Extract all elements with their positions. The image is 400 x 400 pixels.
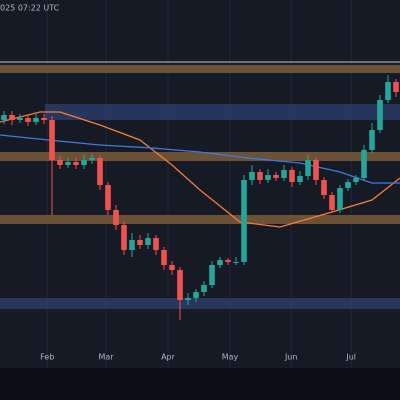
- candle-body: [241, 180, 247, 262]
- candle-body: [185, 298, 191, 300]
- candle-body: [257, 172, 263, 180]
- candle-body: [161, 250, 167, 265]
- candle-body: [193, 292, 199, 298]
- candle-body: [1, 115, 7, 120]
- candle-body: [393, 82, 399, 92]
- candle-body: [129, 240, 135, 250]
- candle-body: [121, 225, 127, 250]
- x-tick-label: Jul: [345, 353, 356, 362]
- candle-body: [297, 176, 303, 182]
- candle-body: [217, 260, 223, 265]
- candle-body: [73, 162, 79, 165]
- candle-body: [169, 265, 175, 270]
- candle-body: [281, 170, 287, 178]
- candle-body: [113, 210, 119, 225]
- candle-body: [273, 175, 279, 178]
- candle-body: [329, 195, 335, 210]
- candle-body: [89, 158, 95, 160]
- bottom-strip: [0, 368, 400, 400]
- candle-body: [321, 180, 327, 195]
- plot-background: [0, 0, 400, 368]
- candle-body: [201, 285, 207, 292]
- candle-body: [49, 120, 55, 160]
- candle-body: [153, 238, 159, 250]
- zone: [0, 298, 400, 309]
- candle-body: [313, 160, 319, 180]
- candle-body: [25, 118, 31, 122]
- candle-body: [41, 118, 47, 120]
- candle-body: [81, 160, 87, 165]
- x-tick-label: Feb: [40, 353, 54, 362]
- candle-body: [33, 118, 39, 122]
- candle-body: [233, 262, 239, 263]
- candle-body: [289, 170, 295, 182]
- zone: [0, 215, 400, 224]
- header-text: 025 07:22 UTC: [0, 4, 60, 13]
- x-tick-label: Jun: [284, 353, 298, 362]
- zone: [0, 65, 400, 73]
- candle-body: [57, 160, 63, 165]
- candle-body: [305, 160, 311, 176]
- x-tick-label: May: [222, 353, 239, 362]
- candle-body: [209, 265, 215, 285]
- candle-body: [249, 172, 255, 180]
- x-tick-label: Apr: [161, 353, 176, 362]
- candle-body: [65, 162, 71, 165]
- candle-body: [353, 178, 359, 182]
- candle-body: [361, 150, 367, 178]
- candle-body: [369, 130, 375, 150]
- candle-body: [17, 118, 23, 120]
- candle-body: [345, 182, 351, 188]
- candle-body: [177, 270, 183, 300]
- candle-body: [337, 188, 343, 210]
- candle-body: [105, 185, 111, 210]
- zone: [44, 104, 400, 120]
- candle-body: [97, 158, 103, 185]
- candle-body: [377, 100, 383, 130]
- candle-body: [385, 82, 391, 100]
- x-tick-label: Mar: [98, 353, 114, 362]
- candle-body: [9, 115, 15, 120]
- candle-body: [145, 238, 151, 245]
- candle-body: [137, 240, 143, 245]
- chart-layer: [0, 0, 400, 368]
- candle-body: [265, 175, 271, 180]
- zone: [0, 152, 400, 161]
- candle-body: [225, 260, 231, 262]
